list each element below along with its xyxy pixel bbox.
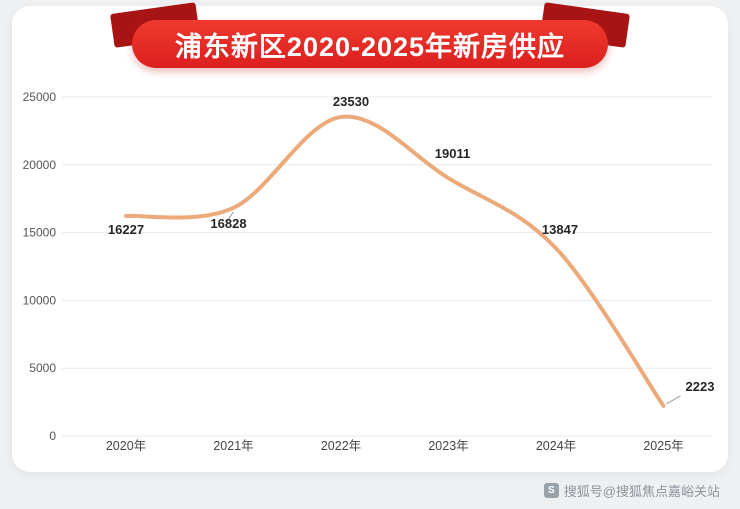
- data-label: 19011: [435, 146, 470, 161]
- data-label: 13847: [542, 222, 578, 237]
- x-axis-label: 2025年: [643, 439, 683, 453]
- watermark: S 搜狐号@搜狐焦点嘉峪关站: [543, 481, 720, 500]
- label-leader-line: [226, 211, 234, 223]
- x-axis-label: 2021年: [213, 439, 253, 453]
- y-axis-label: 0: [49, 429, 56, 443]
- chart-title: 浦东新区2020-2025年新房供应: [174, 31, 566, 62]
- label-leader-line: [666, 395, 681, 405]
- y-axis-label: 20000: [23, 158, 57, 172]
- watermark-text: 搜狐号@搜狐焦点嘉峪关站: [563, 484, 720, 499]
- x-axis-label: 2022年: [321, 439, 361, 453]
- x-axis-label: 2020年: [106, 439, 146, 453]
- supply-curve: [124, 114, 666, 408]
- y-axis-label: 5000: [29, 361, 56, 375]
- y-axis-label: 15000: [23, 226, 57, 240]
- sohu-logo-icon: S: [543, 483, 559, 498]
- data-label: 23530: [333, 94, 369, 109]
- data-label: 2223: [686, 379, 715, 394]
- x-axis-label: 2024年: [536, 439, 576, 453]
- x-axis-label: 2023年: [428, 439, 468, 453]
- y-axis-label: 10000: [23, 293, 57, 307]
- chart-card: 浦东新区2020-2025年新房供应 0 5000 10000 15000 20000 2…: [12, 2, 728, 472]
- y-axis-label: 25000: [23, 90, 57, 104]
- line-chart: 0 5000 10000 15000 20000 25000 2020年 2021年 2022年…: [23, 90, 715, 453]
- data-label: 16227: [108, 222, 144, 237]
- chart-title-banner: 浦东新区2020-2025年新房供应: [132, 20, 608, 68]
- data-label: 16828: [210, 216, 246, 231]
